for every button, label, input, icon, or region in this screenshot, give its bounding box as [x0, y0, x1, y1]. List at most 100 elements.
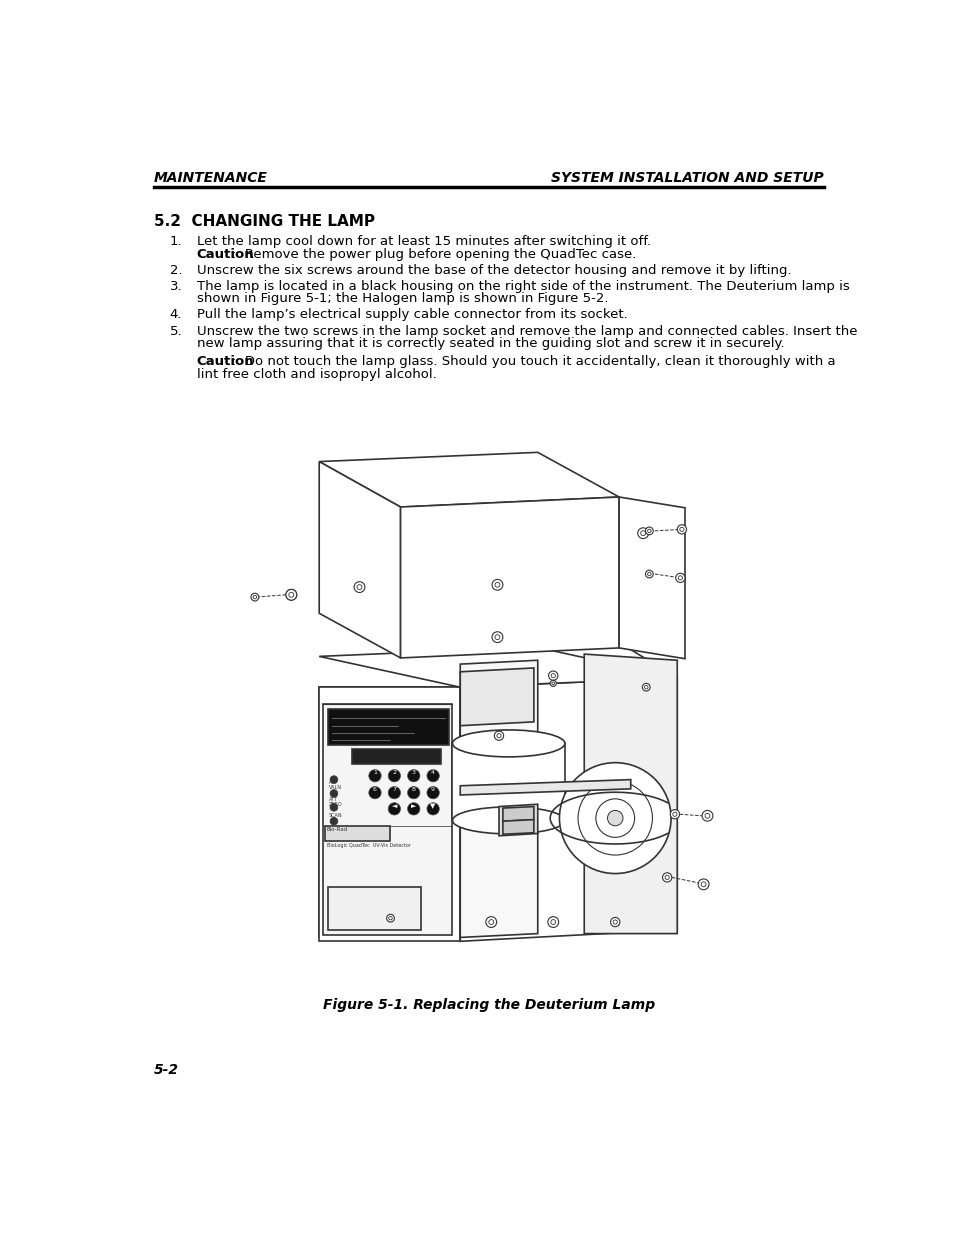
Circle shape — [607, 810, 622, 826]
Circle shape — [497, 734, 500, 737]
Text: lint free cloth and isopropyl alcohol.: lint free cloth and isopropyl alcohol. — [196, 368, 436, 380]
Text: 5.: 5. — [170, 325, 182, 337]
Circle shape — [675, 573, 684, 583]
Polygon shape — [328, 888, 421, 930]
Circle shape — [613, 920, 617, 924]
Circle shape — [672, 813, 677, 816]
Circle shape — [492, 632, 502, 642]
Circle shape — [640, 531, 645, 536]
Polygon shape — [618, 496, 684, 658]
Circle shape — [677, 525, 686, 534]
Text: 7: 7 — [392, 787, 395, 793]
Text: 3.: 3. — [170, 280, 182, 293]
Polygon shape — [502, 806, 534, 821]
Text: SCAN: SCAN — [328, 814, 342, 819]
Circle shape — [645, 527, 653, 535]
Polygon shape — [400, 642, 677, 689]
Circle shape — [551, 673, 555, 678]
Text: Let the lamp cool down for at least 15 minutes after switching it off.: Let the lamp cool down for at least 15 m… — [196, 235, 650, 248]
Circle shape — [698, 879, 708, 889]
Text: ATT
ZERO: ATT ZERO — [328, 797, 342, 808]
Text: MAINTENANCE: MAINTENANCE — [154, 172, 268, 185]
Circle shape — [641, 683, 649, 692]
Text: Bio-Rad: Bio-Rad — [327, 827, 348, 832]
Text: 2: 2 — [392, 771, 395, 776]
Text: 5.2  CHANGING THE LAMP: 5.2 CHANGING THE LAMP — [154, 215, 375, 230]
Circle shape — [251, 593, 258, 601]
Circle shape — [388, 803, 400, 815]
Ellipse shape — [452, 730, 564, 757]
Circle shape — [661, 873, 671, 882]
Polygon shape — [502, 820, 534, 835]
Text: The lamp is located in a black housing on the right side of the instrument. The : The lamp is located in a black housing o… — [196, 280, 848, 293]
Text: :  Do not touch the lamp glass. Should you touch it accidentally, clean it thoro: : Do not touch the lamp glass. Should yo… — [233, 356, 835, 368]
Text: ◄: ◄ — [392, 803, 396, 809]
Circle shape — [551, 682, 554, 684]
Polygon shape — [583, 655, 677, 934]
Text: 8: 8 — [412, 787, 416, 793]
Polygon shape — [452, 743, 564, 820]
Polygon shape — [498, 804, 537, 836]
Circle shape — [286, 589, 296, 600]
Text: BioLogic QuadTec  UV-Vis Detector: BioLogic QuadTec UV-Vis Detector — [327, 842, 411, 847]
Text: ATT
VALN: ATT VALN — [328, 779, 341, 790]
Circle shape — [678, 576, 681, 580]
Circle shape — [427, 769, 439, 782]
Circle shape — [548, 671, 558, 680]
Circle shape — [388, 787, 400, 799]
Circle shape — [704, 814, 709, 819]
Text: 3: 3 — [412, 771, 416, 776]
Circle shape — [550, 920, 555, 925]
Circle shape — [494, 731, 503, 740]
Circle shape — [488, 920, 493, 925]
Polygon shape — [352, 748, 440, 764]
Circle shape — [647, 572, 650, 576]
Circle shape — [369, 769, 381, 782]
Circle shape — [495, 583, 499, 587]
Circle shape — [330, 804, 337, 811]
Ellipse shape — [452, 806, 564, 834]
Circle shape — [407, 803, 419, 815]
Polygon shape — [319, 687, 459, 941]
Circle shape — [407, 787, 419, 799]
Text: Unscrew the two screws in the lamp socket and remove the lamp and connected cabl: Unscrew the two screws in the lamp socke… — [196, 325, 857, 337]
Text: :  Remove the power plug before opening the QuadTec case.: : Remove the power plug before opening t… — [233, 247, 636, 261]
Text: 4.: 4. — [170, 309, 182, 321]
Circle shape — [637, 527, 648, 538]
Polygon shape — [319, 462, 400, 658]
Circle shape — [407, 769, 419, 782]
Circle shape — [701, 810, 712, 821]
Polygon shape — [328, 709, 448, 745]
Circle shape — [330, 818, 337, 825]
Circle shape — [354, 582, 365, 593]
Circle shape — [610, 918, 619, 926]
Circle shape — [645, 571, 653, 578]
Text: 1: 1 — [373, 771, 376, 776]
Circle shape — [330, 789, 337, 798]
Text: Caution: Caution — [196, 356, 254, 368]
Circle shape — [286, 589, 296, 600]
Circle shape — [330, 776, 337, 783]
Circle shape — [485, 916, 497, 927]
Text: 4: 4 — [431, 771, 435, 776]
Text: Caution: Caution — [196, 247, 254, 261]
Polygon shape — [325, 826, 390, 841]
Circle shape — [289, 593, 294, 598]
Circle shape — [644, 685, 647, 689]
Circle shape — [670, 810, 679, 819]
Circle shape — [369, 787, 381, 799]
Circle shape — [647, 529, 650, 532]
Polygon shape — [319, 687, 458, 937]
Polygon shape — [459, 661, 537, 937]
Polygon shape — [319, 647, 677, 687]
Text: 2.: 2. — [170, 264, 182, 277]
Text: Pull the lamp’s electrical supply cable connector from its socket.: Pull the lamp’s electrical supply cable … — [196, 309, 627, 321]
Circle shape — [427, 803, 439, 815]
Circle shape — [578, 782, 652, 855]
Circle shape — [495, 635, 499, 640]
Text: SYSTEM INSTALLATION AND SETUP: SYSTEM INSTALLATION AND SETUP — [551, 172, 822, 185]
Polygon shape — [459, 678, 677, 941]
Circle shape — [679, 527, 683, 531]
Polygon shape — [323, 704, 452, 935]
Circle shape — [253, 595, 256, 599]
